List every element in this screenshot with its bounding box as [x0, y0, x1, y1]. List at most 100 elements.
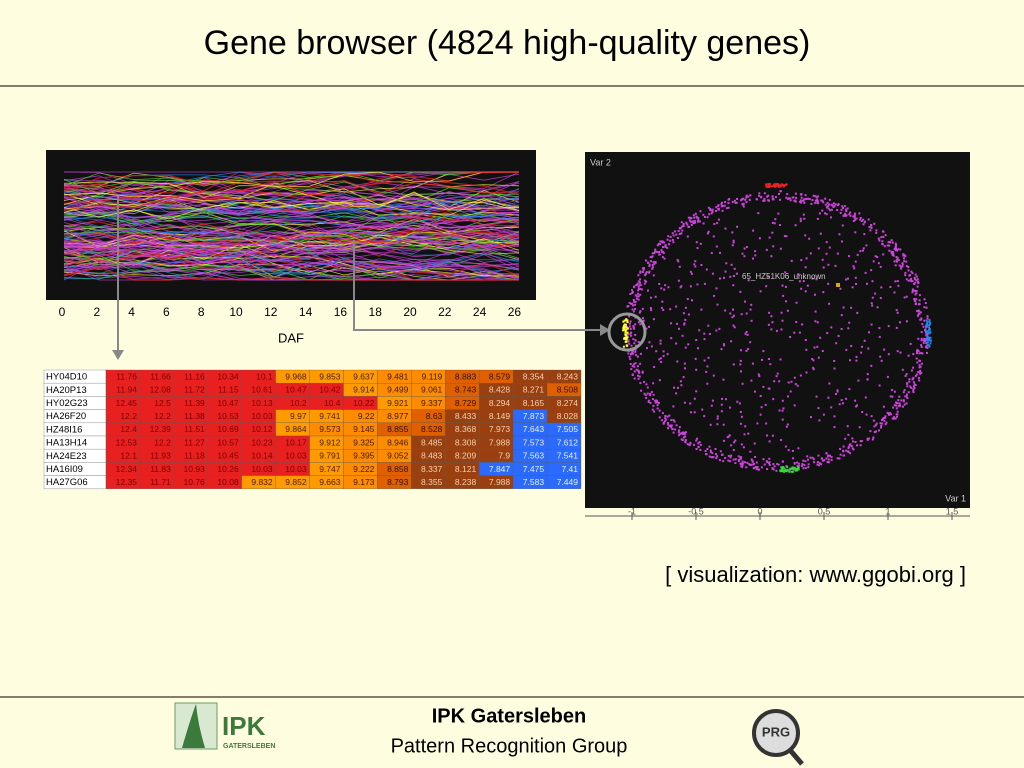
point [680, 384, 683, 387]
x-tick-label: 20 [403, 305, 417, 319]
point [781, 319, 784, 322]
point [715, 457, 718, 460]
point [644, 394, 647, 397]
point [905, 402, 908, 405]
point [722, 460, 725, 463]
point [765, 422, 768, 425]
point [917, 303, 920, 306]
point [631, 373, 634, 376]
point [821, 350, 824, 352]
scatter-x-label: Var 1 [945, 493, 966, 503]
point [685, 431, 687, 434]
point [749, 450, 752, 453]
point [664, 244, 667, 247]
point [747, 348, 750, 350]
point [630, 368, 633, 371]
point [645, 397, 648, 399]
profile-line [63, 215, 520, 239]
point [699, 242, 702, 245]
point [832, 202, 835, 205]
cell-value: 9.573 [319, 424, 341, 434]
cell-value: 11.27 [184, 437, 205, 447]
point [622, 326, 625, 329]
point [759, 395, 762, 397]
point [914, 375, 917, 377]
point [871, 438, 874, 441]
point [749, 341, 752, 344]
point [913, 387, 916, 389]
point [926, 351, 928, 354]
point [786, 193, 789, 196]
point [927, 331, 930, 334]
point [626, 321, 629, 324]
cell-value: 9.481 [387, 371, 409, 381]
point [681, 439, 684, 441]
point [850, 345, 853, 347]
row-header: HA16I09 [46, 464, 83, 475]
point [847, 447, 850, 450]
cell-value: 12.45 [116, 398, 138, 408]
cell-value: 12.08 [150, 385, 172, 395]
cell-value: 8.729 [455, 398, 477, 408]
point [708, 455, 711, 458]
point [649, 401, 652, 404]
point [625, 335, 628, 338]
point [912, 353, 915, 356]
badge-text: PRG [762, 724, 790, 739]
point [754, 250, 757, 253]
point [918, 366, 921, 369]
point [713, 223, 716, 225]
cell-value: 8.858 [387, 464, 409, 474]
point [648, 271, 650, 274]
point [848, 255, 850, 258]
cell-value: 9.119 [422, 371, 443, 381]
profile-line [63, 234, 520, 254]
point [733, 441, 736, 444]
point [918, 294, 921, 297]
point [891, 251, 894, 253]
point [908, 274, 911, 277]
point [803, 464, 806, 467]
point [904, 274, 907, 277]
cell-value: 8.485 [421, 437, 443, 447]
point [720, 203, 723, 206]
point [897, 259, 900, 262]
point [907, 391, 910, 394]
point [903, 389, 906, 392]
point [634, 323, 637, 326]
point [634, 294, 637, 297]
point [874, 424, 877, 427]
point [904, 375, 907, 377]
point [872, 260, 875, 263]
point [724, 457, 727, 459]
point [731, 231, 734, 234]
point [892, 254, 895, 257]
row-header: HA24E23 [46, 451, 87, 462]
cell-value: 9.337 [421, 398, 443, 408]
point [781, 399, 784, 402]
point [781, 470, 784, 473]
point [654, 399, 656, 402]
point [927, 338, 930, 341]
point [892, 252, 895, 255]
point [716, 415, 719, 418]
point [656, 244, 659, 247]
point [885, 421, 888, 424]
point [763, 463, 766, 466]
profile-line [63, 171, 519, 193]
point [766, 185, 769, 188]
point [636, 282, 639, 285]
cell-value: 9.791 [319, 451, 341, 461]
point [684, 306, 687, 309]
point [651, 267, 654, 270]
point [691, 220, 694, 223]
point [895, 260, 898, 263]
point [856, 444, 858, 447]
point [891, 241, 894, 244]
point [824, 197, 827, 200]
point [675, 305, 678, 308]
point [911, 288, 914, 291]
x-tick-label: -1 [628, 506, 636, 516]
point [739, 456, 742, 459]
point [655, 250, 658, 253]
